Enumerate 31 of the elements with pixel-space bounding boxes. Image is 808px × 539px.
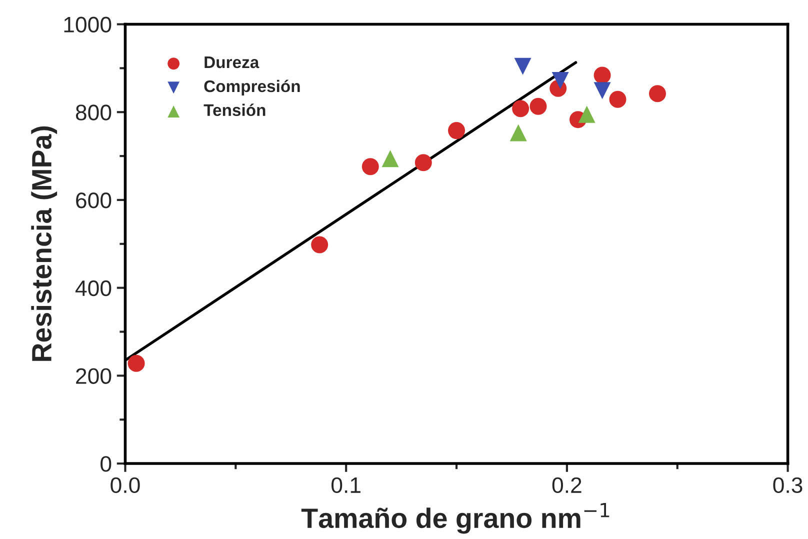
x-tick-label: 0.3	[773, 477, 802, 494]
legend-label: Tensión	[204, 104, 266, 116]
point	[594, 82, 611, 100]
point	[510, 124, 527, 142]
point	[448, 122, 466, 140]
point	[128, 354, 145, 372]
point	[311, 236, 328, 254]
legend-label: Dureza	[204, 56, 260, 68]
point	[594, 66, 611, 84]
point	[578, 106, 596, 123]
x-tick-label: 0.1	[332, 477, 360, 494]
point	[648, 85, 666, 102]
y-axis-title: Resistencia (MPa)	[31, 126, 58, 361]
x-axis-title: Tamaño de grano nm$^{−1}$	[301, 503, 610, 534]
y-tick-label: 600	[76, 192, 112, 208]
x-tick-label: 0.0	[110, 477, 140, 494]
y-tick-label: 200	[76, 368, 112, 384]
y-tick-label: 400	[75, 280, 112, 296]
x-tick-label: 0.2	[552, 477, 582, 494]
y-tick-label: 800	[76, 104, 112, 120]
point	[382, 150, 399, 168]
point	[512, 100, 530, 118]
point	[514, 58, 532, 75]
y-tick-label: 1000	[64, 16, 112, 33]
point	[530, 98, 547, 115]
y-tick-label: 0	[100, 456, 112, 472]
point	[609, 90, 626, 108]
point	[552, 72, 569, 89]
point	[414, 154, 432, 172]
point	[362, 158, 379, 176]
legend-label: Compresión	[204, 80, 300, 96]
